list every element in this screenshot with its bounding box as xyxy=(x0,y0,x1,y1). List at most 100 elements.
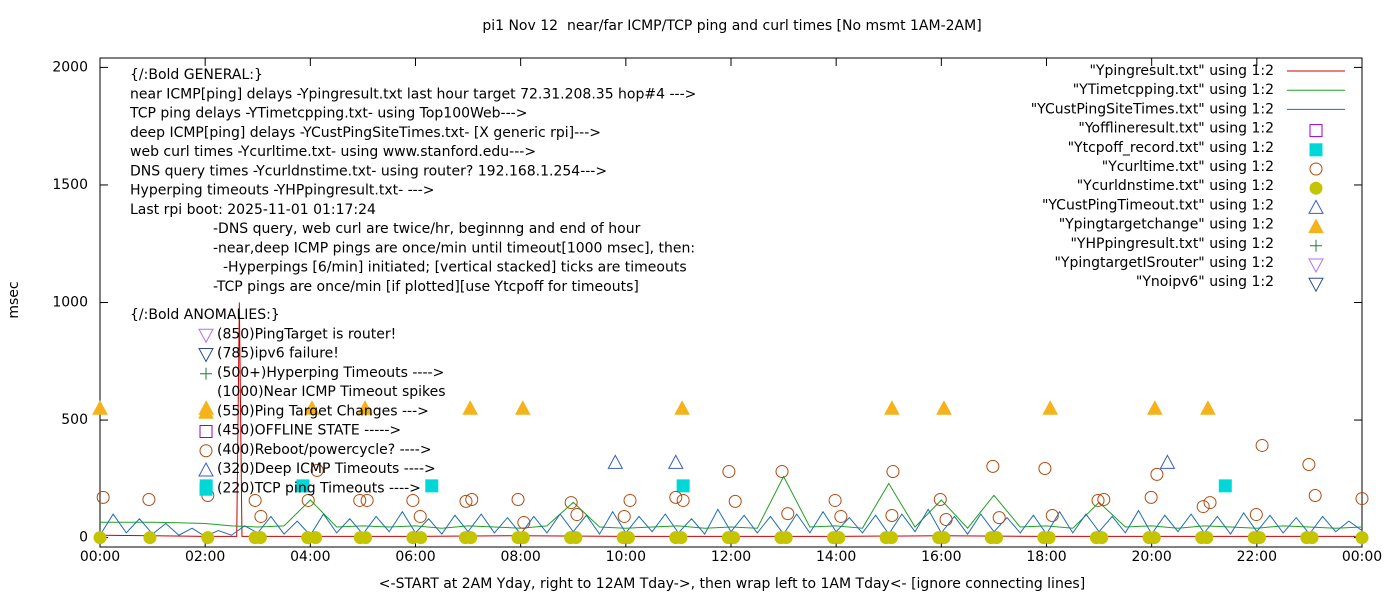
series-line xyxy=(100,475,1363,529)
x-tick-label: 12:00 xyxy=(711,549,751,565)
data-point xyxy=(933,493,947,507)
annotation-symbol xyxy=(199,425,213,438)
legend-swatch xyxy=(1308,258,1324,274)
annotation-symbol xyxy=(198,404,214,419)
data-point xyxy=(939,512,953,526)
y-axis-label: msec xyxy=(6,281,22,318)
data-point xyxy=(201,531,215,545)
data-point xyxy=(885,508,899,522)
x-tick-label: 16:00 xyxy=(921,549,961,565)
annotation: DNS query times -Ycurldnstime.txt- using… xyxy=(130,163,607,179)
data-point xyxy=(884,400,900,415)
data-point xyxy=(621,531,635,545)
data-point xyxy=(1355,531,1369,545)
annotation-symbol xyxy=(198,328,214,344)
data-point xyxy=(936,400,952,415)
legend-label: "Ycurltime.txt" using 1:2 xyxy=(1102,159,1274,175)
data-point xyxy=(459,494,473,508)
legend-label: "Ynoipv6" using 1:2 xyxy=(1136,274,1274,290)
x-tick-label: 00:00 xyxy=(80,549,120,565)
data-point xyxy=(1308,489,1322,503)
chart-title: pi1 Nov 12 near/far ICMP/TCP ping and cu… xyxy=(482,18,981,34)
legend-swatch xyxy=(1308,277,1324,293)
annotation: (550)Ping Target Changes ---> xyxy=(217,403,429,419)
annotation: (220)TCP ping Timeouts ----> xyxy=(217,480,421,496)
x-tick-label: 02:00 xyxy=(185,549,225,565)
data-point xyxy=(1302,457,1316,471)
data-point xyxy=(511,493,525,507)
data-point xyxy=(514,400,531,415)
data-point xyxy=(1200,400,1216,415)
data-point xyxy=(775,465,789,479)
data-point xyxy=(1150,467,1164,481)
data-point xyxy=(990,531,1004,545)
data-point xyxy=(570,508,584,522)
data-point xyxy=(1200,531,1214,545)
y-tick-label: 1500 xyxy=(52,177,88,193)
data-point xyxy=(309,531,323,545)
data-point xyxy=(1045,508,1059,522)
data-point xyxy=(992,511,1006,525)
data-point xyxy=(607,454,624,469)
annotation-symbol xyxy=(198,461,214,477)
legend-label: "YHPpingresult.txt" using 1:2 xyxy=(1070,236,1274,252)
annotation: -TCP pings are once/min [if plotted][use… xyxy=(213,279,639,295)
data-point xyxy=(406,493,420,507)
annotation: Hyperping timeouts -YHPpingresult.txt- -… xyxy=(130,183,435,199)
data-point xyxy=(667,454,684,469)
data-point xyxy=(357,400,373,415)
data-point xyxy=(676,493,690,507)
legend-label: "Ypingtargetchange" using 1:2 xyxy=(1059,217,1274,233)
data-point xyxy=(828,493,842,507)
legend-label: "Ytcpoff_record.txt" using 1:2 xyxy=(1068,140,1274,156)
data-point xyxy=(834,509,848,523)
data-point xyxy=(301,493,315,507)
data-point xyxy=(1196,500,1210,514)
data-point xyxy=(781,507,795,521)
data-point xyxy=(464,531,478,545)
x-tick-label: 06:00 xyxy=(395,549,435,565)
annotation: (1000)Near ICMP Timeout spikes xyxy=(217,384,446,400)
data-point xyxy=(143,531,157,545)
data-point xyxy=(779,531,793,545)
annotation: (400)Reboot/powercycle? ----> xyxy=(217,442,432,458)
x-tick-label: 10:00 xyxy=(606,549,646,565)
data-point xyxy=(1097,493,1111,507)
legend-label: "Ypingresult.txt" using 1:2 xyxy=(1089,63,1274,79)
data-point xyxy=(722,465,736,479)
x-tick-label: 18:00 xyxy=(1026,549,1066,565)
data-point xyxy=(304,400,320,415)
legend-label: "YCustPingSiteTimes.txt" using 1:2 xyxy=(1031,101,1274,117)
data-point xyxy=(1091,493,1105,507)
data-point xyxy=(516,531,530,545)
data-point xyxy=(1255,438,1269,452)
annotation: {/:Bold ANOMALIES:} xyxy=(130,307,280,323)
annotation: near ICMP[ping] delays -Ypingresult.txt … xyxy=(130,86,696,102)
annotation-symbol xyxy=(200,367,212,380)
data-point xyxy=(359,531,373,545)
legend-label: "Ycurldnstime.txt" using 1:2 xyxy=(1077,178,1274,194)
data-point xyxy=(96,490,110,504)
data-point xyxy=(617,509,631,523)
annotation: deep ICMP[ping] delays -YCustPingSiteTim… xyxy=(130,125,601,141)
data-point xyxy=(1038,461,1052,475)
data-point xyxy=(414,531,428,545)
data-point xyxy=(728,494,742,508)
data-point xyxy=(832,531,846,545)
annotation: -Hyperpings [6/min] initiated; [vertical… xyxy=(223,260,687,276)
data-point xyxy=(92,400,108,415)
data-point xyxy=(674,400,690,415)
annotation: -near,deep ICMP pings are once/min until… xyxy=(213,240,695,256)
x-tick-label: 14:00 xyxy=(816,549,856,565)
data-point xyxy=(1144,490,1158,504)
legend-swatch xyxy=(1309,124,1323,138)
data-point xyxy=(353,493,367,507)
data-point xyxy=(884,531,898,545)
data-point xyxy=(413,509,427,523)
data-point xyxy=(1249,508,1263,522)
data-point xyxy=(253,531,267,545)
y-tick-label: 0 xyxy=(79,530,88,546)
data-point xyxy=(727,531,741,545)
legend-label: "YpingtargetISrouter" using 1:2 xyxy=(1054,255,1274,271)
data-point xyxy=(1203,496,1217,510)
